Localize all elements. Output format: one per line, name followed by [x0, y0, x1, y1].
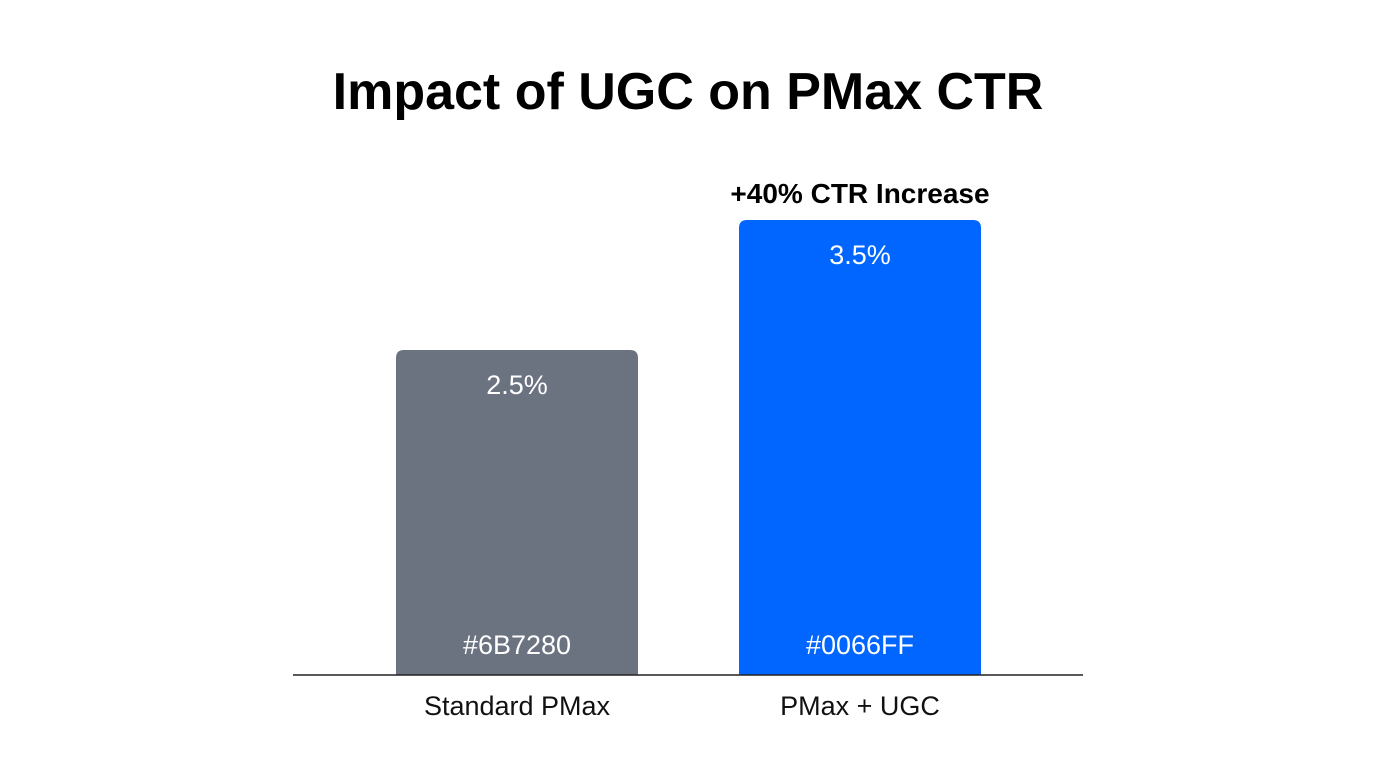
bar: [739, 220, 981, 675]
category-label: PMax + UGC: [780, 691, 940, 721]
category-label: Standard PMax: [424, 691, 611, 721]
value-label: 3.5%: [829, 240, 891, 270]
chart-title: Impact of UGC on PMax CTR: [332, 63, 1044, 121]
bar-color-label: #6B7280: [463, 630, 571, 660]
bar-color-label: #0066FF: [806, 630, 914, 660]
bar: [396, 350, 638, 675]
annotation-label: +40% CTR Increase: [730, 178, 989, 209]
value-label: 2.5%: [486, 370, 548, 400]
